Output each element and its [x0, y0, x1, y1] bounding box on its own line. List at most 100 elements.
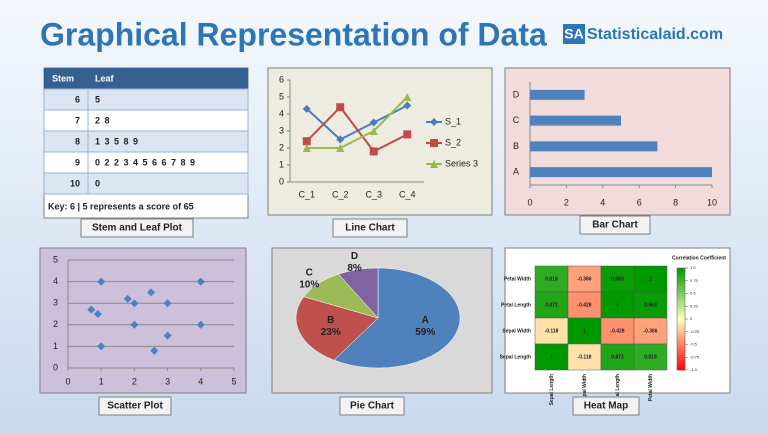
colorbar-step — [677, 367, 685, 371]
marker — [430, 139, 438, 147]
colorbar-step — [677, 326, 685, 330]
slice-category: D — [351, 251, 358, 262]
heat-cell — [633, 265, 668, 293]
y-tick-label: 3 — [53, 298, 58, 308]
y-tick-label: 4 — [279, 108, 284, 118]
x-tick-label: 4 — [198, 376, 203, 386]
caption: Scatter Plot — [107, 401, 163, 412]
marker — [430, 118, 438, 126]
y-tick-label: D — [513, 89, 520, 99]
legend-label: Series 3 — [445, 158, 478, 168]
colorbar-step — [677, 329, 685, 333]
column-label: Petal Width — [648, 374, 654, 401]
colorbar-step — [677, 296, 685, 299]
row-label: Sepal Width — [502, 328, 531, 334]
colorbar-step — [677, 352, 685, 355]
x-tick-label: 8 — [673, 197, 678, 207]
caption: Pie Chart — [350, 401, 395, 412]
caption-box — [98, 396, 172, 416]
cell-label: -0.118 — [545, 328, 559, 334]
cell-label: -0.366 — [577, 276, 591, 282]
colorbar-step — [677, 275, 685, 279]
colorbar-step — [677, 331, 685, 335]
cell-label: 1 — [550, 354, 553, 360]
cell-label: 1 — [616, 302, 619, 308]
pie-slice — [295, 296, 379, 361]
x-tick-label: C_1 — [298, 189, 315, 199]
x-tick-label: C_3 — [365, 189, 382, 199]
heat-cell — [534, 317, 569, 345]
marker — [336, 144, 345, 152]
x-tick-label: 1 — [99, 376, 104, 386]
x-tick-label: 5 — [231, 376, 236, 386]
stem-cell: 8 — [75, 136, 80, 146]
colorbar-tick-label: -0.75 — [690, 354, 700, 359]
colorbar-step — [677, 278, 685, 282]
x-tick-label: 10 — [707, 197, 717, 207]
colorbar-step — [677, 313, 685, 317]
row-label: Petal Length — [501, 302, 531, 308]
logo-text: Statisticalaid.com — [587, 26, 723, 43]
colorbar-tick-label: 0.5 — [690, 291, 696, 296]
colorbar-tick-label: 0 — [690, 316, 693, 321]
colorbar-step — [677, 293, 685, 297]
pie-slice — [338, 267, 379, 319]
x-tick-label: 6 — [637, 197, 642, 207]
y-tick-label: 1 — [53, 341, 58, 351]
marker — [430, 160, 438, 168]
marker — [403, 130, 412, 139]
colorbar-step — [677, 321, 685, 325]
heat-cell — [600, 317, 635, 345]
y-tick-label: 6 — [279, 74, 284, 84]
colorbar-step — [677, 268, 685, 271]
colorbar-step — [677, 303, 685, 307]
marker — [147, 288, 155, 297]
stem-cell: 9 — [75, 157, 80, 167]
y-tick-label: 5 — [53, 254, 58, 264]
x-tick-label: 2 — [132, 376, 137, 386]
marker — [302, 104, 311, 113]
marker — [93, 310, 102, 318]
y-tick-label: 0 — [279, 176, 284, 186]
cell-label: 0.872 — [611, 354, 624, 360]
bar — [530, 115, 621, 126]
slice-category: C — [306, 267, 313, 278]
stem-cell: 6 — [75, 94, 80, 104]
x-tick-label: 2 — [564, 197, 569, 207]
heat-cell — [567, 291, 602, 319]
marker — [150, 346, 159, 355]
colorbar-step — [677, 339, 685, 343]
colorbar-step — [677, 364, 685, 368]
column-label: Sepal Length — [549, 374, 555, 405]
cell-label: 0.818 — [545, 276, 558, 282]
marker — [369, 147, 378, 156]
colorbar-tick-label: -0.5 — [690, 342, 698, 347]
heat-cell — [633, 291, 668, 319]
marker — [369, 118, 378, 127]
colorbar-step — [677, 285, 685, 289]
slice-label: 8% — [347, 263, 362, 274]
slice-category: A — [422, 315, 429, 326]
marker — [196, 277, 205, 286]
stem-cell: 7 — [75, 115, 80, 125]
y-tick-label: 0 — [53, 362, 58, 372]
colorbar-tick-label: 0.75 — [690, 278, 699, 283]
caption-box — [332, 218, 408, 238]
colorbar-step — [677, 311, 685, 315]
colorbar-step — [677, 280, 685, 284]
heat-cell — [600, 291, 635, 319]
marker — [130, 299, 139, 308]
x-tick-label: C_2 — [332, 189, 349, 199]
heat-cell — [633, 317, 668, 345]
leaf-cell: 5 — [95, 94, 100, 104]
colorbar-step — [677, 362, 685, 366]
bar — [530, 141, 658, 152]
marker — [87, 305, 96, 314]
slice-label: 59% — [415, 327, 435, 338]
y-tick-label: 1 — [279, 159, 284, 169]
y-tick-label: 3 — [279, 125, 284, 135]
x-tick-label: 0 — [527, 197, 532, 207]
pie-slice — [333, 267, 461, 369]
caption: Stem and Leaf Plot — [92, 223, 183, 234]
